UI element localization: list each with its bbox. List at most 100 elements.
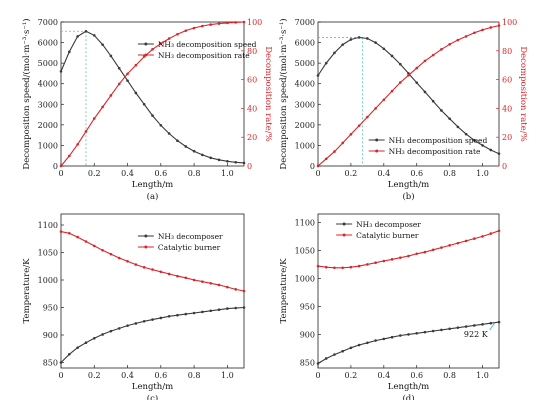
series-point xyxy=(366,115,369,119)
series-point xyxy=(497,152,501,155)
y-axis-label: Decomposition speed/(mol·m⁻³·s⁻¹) xyxy=(278,18,289,169)
series-point xyxy=(109,54,113,58)
series-point xyxy=(126,72,129,76)
series-point xyxy=(234,21,237,24)
legend-swatch-marker xyxy=(375,138,379,142)
series-point xyxy=(473,31,476,35)
series-point xyxy=(481,235,484,238)
series-point xyxy=(167,272,171,276)
y2-tick-label: 0 xyxy=(502,162,507,171)
panel-label: (c) xyxy=(147,393,158,400)
series-point xyxy=(159,270,163,274)
series-point xyxy=(167,315,171,318)
series-point xyxy=(242,20,246,24)
series-point xyxy=(407,73,410,77)
y-tick-label: 2000 xyxy=(295,121,315,130)
series-point xyxy=(234,160,237,164)
series-point xyxy=(226,159,229,163)
series-point xyxy=(341,43,344,46)
series-point xyxy=(101,105,104,109)
series-point xyxy=(398,256,402,259)
series-point xyxy=(159,123,163,127)
series-point xyxy=(366,263,369,266)
series-point xyxy=(176,313,179,317)
series-point xyxy=(349,133,353,136)
series-line xyxy=(317,25,500,167)
x-tick-label: 0.8 xyxy=(443,169,456,178)
series-point xyxy=(390,258,394,261)
series-point xyxy=(423,250,427,254)
series-point xyxy=(448,327,451,331)
series-point xyxy=(473,237,476,240)
annotation-text: 922 K xyxy=(464,330,489,339)
series-point xyxy=(134,91,138,95)
panel-label: (d) xyxy=(402,393,414,400)
legend-entry: NH₃ decomposition rate xyxy=(389,147,481,156)
series-point xyxy=(431,248,435,252)
legend-entry: Catalytic burner xyxy=(356,231,419,240)
series-point xyxy=(382,98,386,102)
y-tick-label: 1100 xyxy=(295,218,315,227)
series-point xyxy=(324,357,328,360)
y2-axis-label: Decomposition rate/% xyxy=(263,46,273,141)
series-point xyxy=(167,132,171,135)
series-point xyxy=(398,334,402,337)
series-point xyxy=(374,41,377,44)
x-tick-label: 0.6 xyxy=(410,371,423,380)
series-point xyxy=(390,89,394,93)
x-tick-label: 0.8 xyxy=(188,169,201,178)
series-point xyxy=(117,256,121,260)
series-point xyxy=(448,43,451,46)
series-point xyxy=(84,130,88,133)
series-point xyxy=(76,235,79,239)
series-point xyxy=(333,51,336,55)
series-point xyxy=(464,325,468,328)
series-point xyxy=(151,318,154,321)
series-point xyxy=(398,62,402,66)
series-line xyxy=(60,306,245,363)
y2-axis-label: Decomposition rate/% xyxy=(518,46,528,141)
series-point xyxy=(333,150,336,153)
series-point xyxy=(192,26,196,30)
series-point xyxy=(184,312,188,316)
x-axis-label: Length/m xyxy=(388,382,429,392)
series-point xyxy=(349,346,353,350)
y-tick-label: 1000 xyxy=(38,141,58,150)
series-point xyxy=(242,306,246,309)
y-tick-label: 1100 xyxy=(38,221,58,230)
y-tick-label: 1050 xyxy=(295,246,315,255)
series-point xyxy=(76,143,79,146)
series-point xyxy=(341,141,344,145)
y-tick-label: 900 xyxy=(43,331,58,340)
y2-tick-label: 20 xyxy=(247,133,257,142)
series-point xyxy=(341,349,344,353)
series-point xyxy=(448,244,451,247)
series-point xyxy=(333,266,336,270)
series-point xyxy=(349,38,353,41)
y-tick-label: 6000 xyxy=(295,39,315,48)
y-tick-label: 1000 xyxy=(295,274,315,283)
x-tick-label: 0.6 xyxy=(410,169,423,178)
series-point xyxy=(431,99,435,103)
series-point xyxy=(456,125,460,129)
series-point xyxy=(423,90,427,94)
series-point xyxy=(68,50,71,54)
x-tick-label: 0.6 xyxy=(154,169,167,178)
x-tick-label: 0.6 xyxy=(154,371,167,380)
legend-swatch-marker xyxy=(144,234,148,238)
legend-swatch-marker xyxy=(144,245,148,249)
series-point xyxy=(448,117,451,120)
series-point xyxy=(192,278,196,282)
series-point xyxy=(117,327,121,330)
series-point xyxy=(201,24,204,28)
series-point xyxy=(357,264,361,268)
series-point xyxy=(415,252,419,256)
x-tick-label: 0.2 xyxy=(345,169,358,178)
x-tick-label: 0.4 xyxy=(377,169,390,178)
series-point xyxy=(357,343,361,347)
y-tick-label: 7000 xyxy=(38,18,58,27)
series-point xyxy=(431,53,435,57)
series-point xyxy=(151,48,154,51)
series-point xyxy=(473,138,476,142)
series-point xyxy=(151,268,154,271)
